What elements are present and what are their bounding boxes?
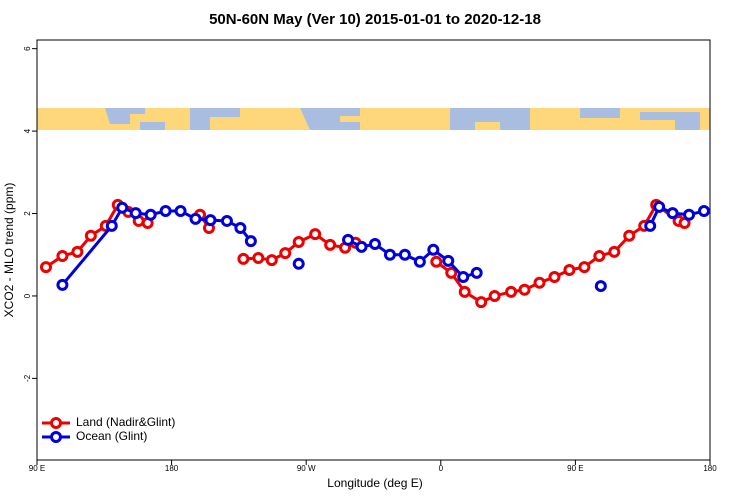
point	[413, 255, 426, 268]
point	[533, 276, 546, 289]
chart-title: 50N-60N May (Ver 10) 2015-01-01 to 2020-…	[209, 11, 541, 28]
point	[593, 249, 606, 262]
point	[563, 263, 576, 276]
point	[292, 235, 305, 248]
point	[279, 247, 292, 260]
point	[488, 289, 501, 302]
point	[144, 208, 157, 221]
point	[368, 238, 381, 251]
legend-marker	[50, 417, 62, 429]
point	[116, 201, 129, 214]
y-tick-label: 0	[23, 293, 32, 298]
map-band	[37, 108, 710, 130]
point	[505, 285, 518, 298]
point	[430, 255, 443, 268]
point	[342, 233, 355, 246]
point	[383, 248, 396, 261]
point	[475, 296, 488, 309]
plot-frame	[36, 39, 711, 461]
point	[594, 280, 607, 293]
point	[653, 200, 666, 213]
point	[220, 214, 233, 227]
y-tick-label: -2	[23, 374, 32, 382]
point	[644, 219, 657, 232]
point	[189, 212, 202, 225]
point	[623, 229, 636, 242]
legend-marker	[50, 431, 62, 443]
point	[518, 283, 531, 296]
point	[105, 219, 118, 232]
x-tick-label: 180	[165, 464, 179, 473]
y-tick-label: 6	[23, 46, 32, 51]
point	[292, 257, 305, 270]
point	[244, 235, 257, 248]
point	[39, 261, 52, 274]
point	[698, 205, 711, 218]
point	[265, 254, 278, 267]
point	[237, 252, 250, 265]
point	[458, 285, 471, 298]
x-tick-label: 90 E	[567, 464, 583, 473]
point	[578, 261, 591, 274]
point	[683, 208, 696, 221]
point	[84, 229, 97, 242]
x-tick-label: 90 E	[29, 464, 45, 473]
x-tick-label: 90 W	[297, 464, 316, 473]
point	[457, 270, 470, 283]
x-axis-label: Longitude (deg E)	[327, 476, 422, 490]
point	[309, 228, 322, 241]
point	[666, 207, 679, 220]
y-axis-label: XCO2 - MLO trend (ppm)	[2, 183, 16, 318]
y-tick-label: 2	[23, 211, 32, 216]
point	[71, 245, 84, 258]
point	[608, 245, 621, 258]
point	[398, 248, 411, 261]
legend-label: Land (Nadir&Glint)	[76, 415, 175, 429]
point	[159, 205, 172, 218]
point	[252, 252, 265, 265]
point	[427, 243, 440, 256]
series-line	[61, 204, 705, 286]
point	[355, 240, 368, 253]
point	[445, 266, 458, 279]
point	[470, 266, 483, 279]
point	[56, 278, 69, 291]
point	[548, 270, 561, 283]
point	[56, 249, 69, 262]
y-tick-label: 4	[23, 128, 32, 133]
point	[324, 238, 337, 251]
x-tick-label: 180	[703, 464, 717, 473]
point	[204, 214, 217, 227]
point	[174, 205, 187, 218]
point	[234, 221, 247, 234]
point	[442, 254, 455, 267]
x-tick-label: 0	[439, 464, 444, 473]
legend-label: Ocean (Glint)	[76, 429, 147, 443]
point	[129, 207, 142, 220]
